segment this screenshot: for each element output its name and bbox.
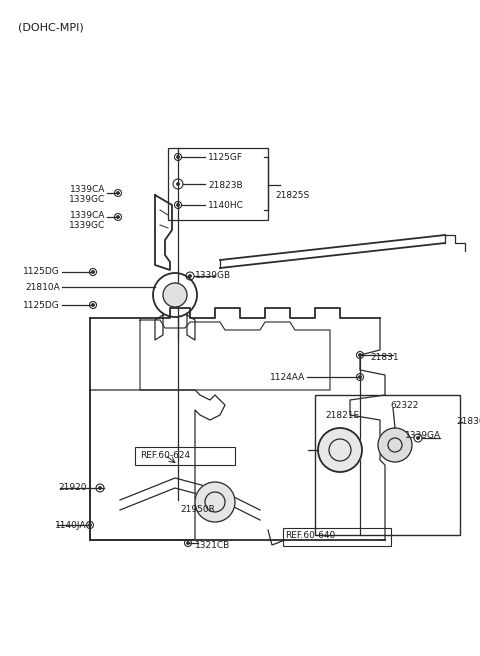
- Bar: [135, 447, 235, 465]
- Text: 1339GA: 1339GA: [405, 430, 441, 440]
- Text: 1140JA: 1140JA: [55, 522, 86, 531]
- Text: 21821E: 21821E: [325, 411, 359, 419]
- Text: 1339GB: 1339GB: [195, 272, 231, 281]
- Circle shape: [177, 204, 179, 206]
- Text: 1339CA: 1339CA: [70, 211, 105, 220]
- Text: 21950R: 21950R: [180, 506, 215, 514]
- Text: 62322: 62322: [390, 401, 419, 409]
- Circle shape: [187, 542, 189, 544]
- Circle shape: [318, 428, 362, 472]
- Text: 1339CA: 1339CA: [70, 186, 105, 194]
- Bar: [283, 528, 391, 546]
- Bar: [168, 148, 268, 220]
- Text: 1339GC: 1339GC: [69, 195, 105, 205]
- Circle shape: [359, 376, 361, 379]
- Text: 1125DG: 1125DG: [23, 300, 60, 310]
- Circle shape: [92, 271, 94, 273]
- Circle shape: [99, 487, 101, 489]
- Text: 21825S: 21825S: [275, 190, 309, 199]
- Circle shape: [417, 437, 419, 440]
- Text: 1125DG: 1125DG: [23, 268, 60, 276]
- Circle shape: [177, 183, 179, 185]
- Circle shape: [117, 192, 119, 194]
- Bar: [315, 395, 460, 535]
- Text: REF.60-624: REF.60-624: [140, 451, 190, 461]
- Circle shape: [117, 216, 119, 218]
- Text: 1125GF: 1125GF: [208, 154, 243, 163]
- Text: 21823B: 21823B: [208, 180, 242, 190]
- Circle shape: [177, 156, 179, 158]
- Text: 21830: 21830: [456, 417, 480, 426]
- Circle shape: [163, 283, 187, 307]
- Text: (DOHC-MPI): (DOHC-MPI): [18, 22, 84, 32]
- Text: 21831: 21831: [370, 352, 398, 361]
- Circle shape: [359, 354, 361, 356]
- Circle shape: [92, 304, 94, 306]
- Circle shape: [195, 482, 235, 522]
- Text: 1140HC: 1140HC: [208, 201, 244, 211]
- Text: 21810A: 21810A: [25, 283, 60, 291]
- Text: 21920: 21920: [58, 483, 86, 493]
- Text: 1124AA: 1124AA: [270, 373, 305, 382]
- Circle shape: [89, 523, 91, 526]
- Text: 1339GC: 1339GC: [69, 220, 105, 230]
- Circle shape: [189, 275, 191, 277]
- Text: 1321CB: 1321CB: [195, 541, 230, 550]
- Circle shape: [378, 428, 412, 462]
- Text: REF.60-640: REF.60-640: [285, 531, 335, 541]
